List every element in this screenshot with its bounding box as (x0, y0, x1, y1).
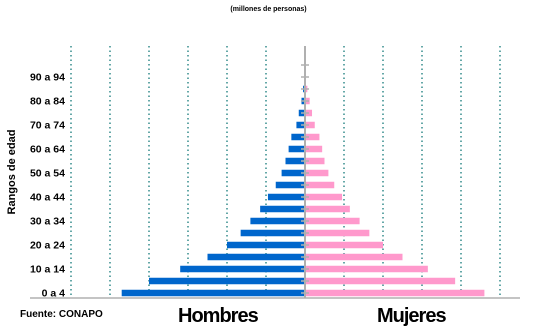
y-tick-label: 40 a 44 (30, 192, 65, 204)
y-tick-label: 0 a 4 (42, 288, 66, 300)
bar-mujeres (305, 205, 350, 213)
bar-hombres (281, 169, 305, 177)
bar-mujeres (305, 289, 485, 297)
label-hombres: Hombres (178, 305, 259, 327)
bar-mujeres (305, 229, 370, 237)
y-tick-labels: 0 a 4 10 a 14 20 a 24 30 a 34 40 a 44 50 a 54… (30, 72, 65, 300)
bar-mujeres (305, 193, 343, 201)
label-mujeres: Mujeres (377, 305, 447, 327)
bars-group (121, 61, 485, 297)
bar-hombres (227, 241, 305, 249)
bar-mujeres (305, 241, 383, 249)
bar-hombres (149, 277, 305, 285)
grid-lines (70, 46, 501, 298)
bar-hombres (207, 253, 305, 261)
bar-hombres (121, 289, 305, 297)
bar-mujeres (305, 277, 456, 285)
bar-hombres (180, 265, 305, 273)
bar-hombres (240, 229, 305, 237)
bar-hombres (291, 133, 305, 141)
bar-hombres (250, 217, 305, 225)
bar-hombres (267, 193, 305, 201)
source-note: Fuente: CONAPO (20, 309, 103, 320)
y-tick-label: 50 a 54 (30, 168, 65, 180)
bar-mujeres (305, 133, 320, 141)
bar-mujeres (305, 253, 403, 261)
y-tick-label: 30 a 34 (30, 216, 65, 228)
bar-mujeres (305, 121, 315, 129)
bar-hombres (296, 121, 305, 129)
bar-mujeres (305, 169, 329, 177)
y-tick-label: 60 a 64 (30, 144, 65, 156)
bar-hombres (260, 205, 305, 213)
bar-mujeres (305, 157, 325, 165)
bar-mujeres (305, 265, 428, 273)
bar-hombres (285, 157, 305, 165)
bar-mujeres (305, 145, 323, 153)
y-tick-label: 90 a 94 (30, 72, 65, 84)
axes (30, 46, 520, 299)
y-tick-label: 70 a 74 (30, 120, 65, 132)
bar-mujeres (305, 217, 360, 225)
bar-hombres (288, 145, 305, 153)
y-tick-label: 80 a 84 (30, 96, 65, 108)
y-tick-label: 20 a 24 (30, 240, 65, 252)
y-tick-label: 10 a 14 (30, 264, 65, 276)
chart-subtitle: (millones de personas) (230, 6, 307, 13)
bar-hombres (275, 181, 305, 189)
bar-mujeres (305, 181, 335, 189)
